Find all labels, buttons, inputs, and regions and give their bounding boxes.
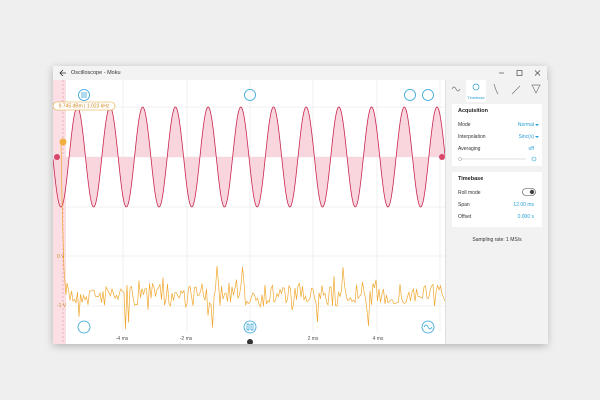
channel-marker[interactable] [439, 154, 445, 160]
plot-background [53, 80, 445, 344]
dropdown-arrows [535, 124, 539, 138]
y-label: 0 V [57, 254, 65, 260]
back-button[interactable] [59, 69, 67, 77]
active-tab[interactable] [466, 80, 486, 102]
channel-marker[interactable] [54, 154, 60, 160]
y-label: -1 V [57, 303, 67, 309]
pause-button[interactable] [243, 320, 257, 334]
averaging-slider[interactable] [458, 156, 538, 162]
acquisition-card: Acquisition Mode Normal Interpolation Si… [452, 104, 542, 166]
plot-area: 9.745 dBm | 1.023 kHz 0 V -1 V -4 ms -2 … [53, 80, 445, 344]
row-label: Averaging [458, 146, 481, 152]
interpolation-select[interactable]: Sinc(x) [518, 134, 534, 140]
side-panel: Timebase Acquisition Mode Normal Interpo… [445, 80, 548, 344]
mode-select[interactable]: Normal [517, 122, 534, 128]
grid-button[interactable] [77, 320, 91, 334]
app-window: Oscilloscope - Moku 9.745 dBm | 1.023 kH… [53, 66, 548, 344]
offset-value[interactable]: 0.000 s [517, 214, 534, 220]
row-label: Mode [458, 122, 471, 128]
sine-trace [53, 106, 445, 208]
tab-label: Timebase [467, 95, 485, 100]
button-icons [81, 92, 433, 331]
span-value[interactable]: 12.00 ms [513, 202, 534, 208]
x-label: -4 ms [116, 336, 129, 342]
title-bar: Oscilloscope - Moku [53, 66, 547, 80]
timebase-icon [472, 83, 480, 91]
measurement-badge [53, 101, 116, 111]
tab-icons[interactable] [451, 83, 541, 95]
export-button[interactable] [244, 89, 256, 101]
noise-trace [60, 139, 445, 330]
window-controls[interactable] [497, 69, 545, 77]
sampling-rate: Sampling rate: 1 MS/s [472, 237, 522, 243]
row-label: Span [458, 202, 470, 208]
section-title: Acquisition [458, 108, 488, 114]
trigger-marker[interactable] [59, 138, 67, 146]
autoscale-button[interactable] [422, 89, 434, 101]
averaging-value: off [528, 146, 534, 152]
x-label: -2 ms [180, 336, 193, 342]
zoom-button[interactable] [404, 89, 416, 101]
measurement-text: 9.745 dBm | 1.023 kHz [59, 104, 110, 110]
roll-mode-toggle[interactable] [522, 188, 536, 196]
timebase-card: Timebase Roll mode Span 12.00 ms Offset … [452, 172, 542, 227]
tab-bar [451, 80, 541, 102]
section-title: Timebase [458, 176, 484, 182]
x-label: 2 ms [308, 336, 319, 342]
offset-marker[interactable] [247, 339, 253, 344]
row-label: Interpolation [458, 134, 486, 140]
row-label: Roll mode [458, 190, 481, 196]
x-label: 4 ms [373, 336, 384, 342]
row-label: Offset [458, 214, 472, 220]
window-title: Oscilloscope - Moku [71, 70, 121, 76]
